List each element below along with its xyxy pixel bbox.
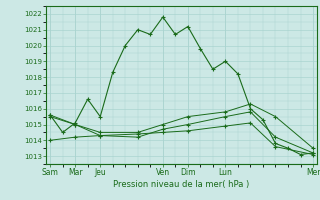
X-axis label: Pression niveau de la mer( hPa ): Pression niveau de la mer( hPa ) <box>114 180 250 189</box>
